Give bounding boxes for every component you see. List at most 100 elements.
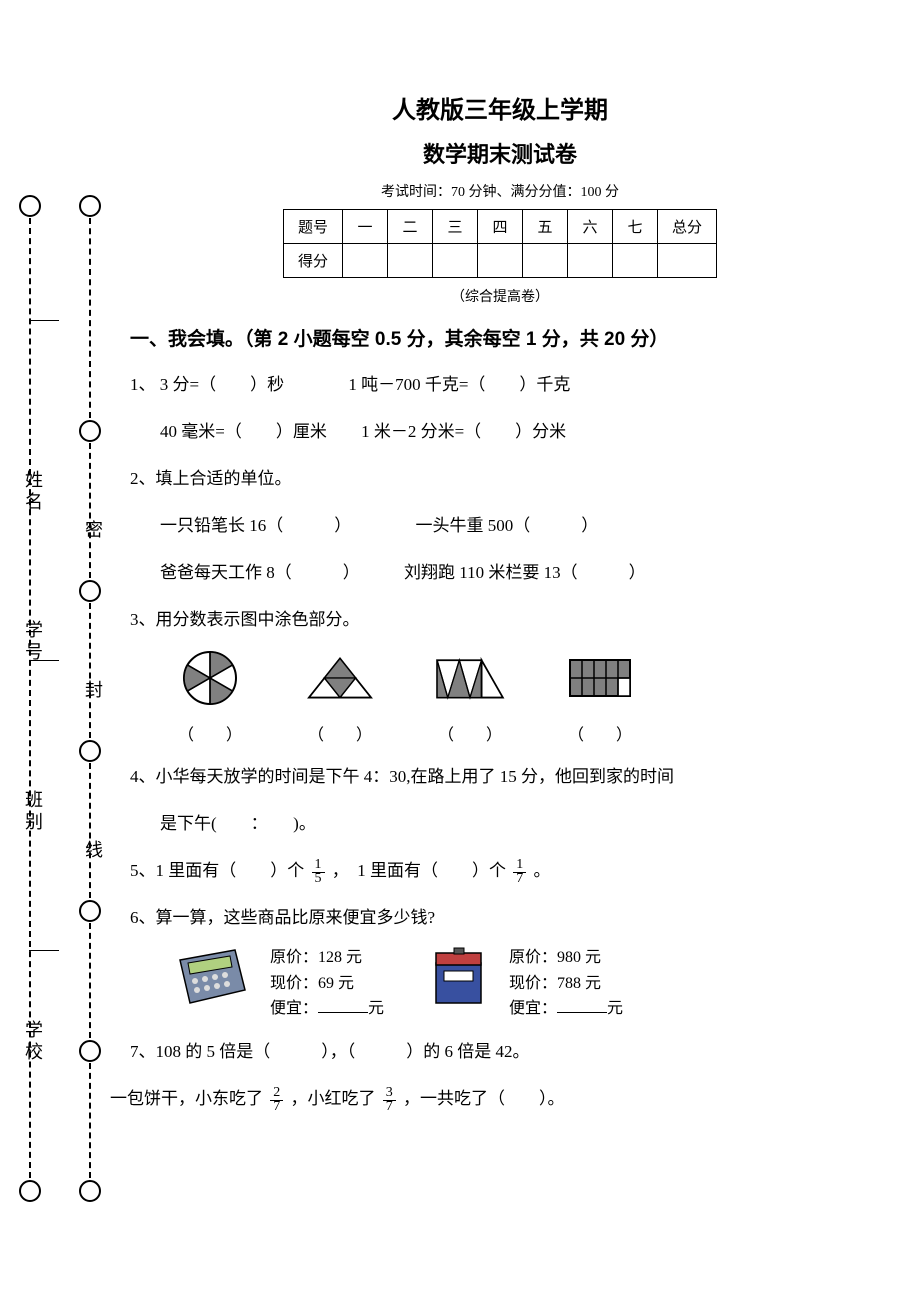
now-price: 现价：788 元 xyxy=(509,971,623,997)
table-cell xyxy=(388,244,433,278)
fraction-2-7: 27 xyxy=(270,1086,283,1114)
goods-box: 原价：980 元 现价：788 元 便宜：元 xyxy=(424,945,623,1022)
exam-info: 考试时间：70 分钟、满分分值：100 分 xyxy=(130,181,870,201)
orig-price: 原价：980 元 xyxy=(509,945,623,971)
shape-triangle: （ ） xyxy=(300,648,380,745)
circle-fraction-icon xyxy=(170,648,250,708)
shape-circle: （ ） xyxy=(170,648,250,745)
q5c: 。 xyxy=(534,861,551,880)
dashed-line xyxy=(89,923,91,1038)
binding-circle xyxy=(79,1180,101,1202)
binding-circle xyxy=(79,420,101,442)
table-cell: 四 xyxy=(478,210,523,244)
table-cell xyxy=(613,244,658,278)
dashed-line xyxy=(89,603,91,738)
goods-info: 原价：128 元 现价：69 元 便宜：元 xyxy=(270,945,384,1022)
score-table: 题号 一 二 三 四 五 六 七 总分 得分 xyxy=(283,209,717,278)
table-cell: 题号 xyxy=(283,210,342,244)
q1-line2: 40 毫米=（ ）厘米 1 米－2 分米=（ ）分米 xyxy=(160,412,870,451)
fraction-3-7: 37 xyxy=(383,1086,396,1114)
q1: 1、 3 分=（ ）秒 1 吨－700 千克=（ ）千克 xyxy=(130,365,870,404)
q2-header: 2、填上合适的单位。 xyxy=(130,459,870,498)
binding-circle xyxy=(19,195,41,217)
label-name: 姓名 xyxy=(20,470,46,514)
shape-label: （ ） xyxy=(300,721,380,745)
binding-circle xyxy=(79,1040,101,1062)
binding-circle xyxy=(79,195,101,217)
table-cell xyxy=(343,244,388,278)
cheap-line: 便宜：元 xyxy=(270,996,384,1022)
table-cell: 七 xyxy=(613,210,658,244)
cheap-line: 便宜：元 xyxy=(509,996,623,1022)
divider xyxy=(29,320,59,321)
table-cell: 二 xyxy=(388,210,433,244)
q2b: 一头牛重 500（ ） xyxy=(416,516,599,535)
q-last-b: ，小红吃了 xyxy=(291,1089,376,1108)
seal-xian: 线 xyxy=(80,840,106,862)
binding-circle xyxy=(79,900,101,922)
q4b: 是下午( ： )。 xyxy=(160,804,870,843)
calculator-icon xyxy=(170,945,255,1010)
shape-rect-tri: （ ） xyxy=(430,648,510,745)
dashed-line xyxy=(89,218,91,418)
fraction-1-5: 15 xyxy=(312,858,325,886)
q1b: 1 吨－700 千克=（ ）千克 xyxy=(348,375,570,394)
fraction-1-7: 17 xyxy=(513,858,526,886)
table-cell: 六 xyxy=(568,210,613,244)
shapes-row: （ ） （ ） （ ） xyxy=(170,648,870,745)
table-row: 得分 xyxy=(283,244,716,278)
section1-header: 一、我会填。（第 2 小题每空 0.5 分，其余每空 1 分，共 20 分） xyxy=(130,324,870,351)
binding-circle xyxy=(79,580,101,602)
now-price: 现价：69 元 xyxy=(270,971,384,997)
table-cell: 总分 xyxy=(658,210,717,244)
label-school: 学校 xyxy=(20,1020,46,1064)
q3-header: 3、用分数表示图中涂色部分。 xyxy=(130,600,870,639)
binding-circle xyxy=(19,1180,41,1202)
title-line1: 人教版三年级上学期 xyxy=(130,90,870,125)
q6-header: 6、算一算，这些商品比原来便宜多少钱? xyxy=(130,898,870,937)
q5b: ， 1 里面有（ ）个 xyxy=(332,861,506,880)
label-class: 班别 xyxy=(20,790,46,834)
table-cell: 五 xyxy=(523,210,568,244)
shape-grid: （ ） xyxy=(560,648,640,745)
table-cell: 三 xyxy=(433,210,478,244)
dashed-line xyxy=(89,443,91,578)
goods-calculator: 原价：128 元 现价：69 元 便宜：元 xyxy=(170,945,384,1022)
dashed-line xyxy=(89,1063,91,1178)
orig-price: 原价：128 元 xyxy=(270,945,384,971)
divider xyxy=(29,950,59,951)
seal-mi: 密 xyxy=(80,520,106,542)
table-cell: 一 xyxy=(343,210,388,244)
q2c: 爸爸每天工作 8（ ） xyxy=(160,563,360,582)
triangle-fraction-icon xyxy=(300,648,380,708)
seal-feng: 封 xyxy=(80,680,106,702)
table-cell: 得分 xyxy=(283,244,342,278)
q1a: 1、 3 分=（ ）秒 xyxy=(130,375,284,394)
q7: 7、108 的 5 倍是（ ），（ ）的 6 倍是 42。 xyxy=(130,1032,870,1071)
box-icon xyxy=(424,945,494,1010)
goods-info: 原价：980 元 现价：788 元 便宜：元 xyxy=(509,945,623,1022)
table-cell xyxy=(568,244,613,278)
paper-type: （综合提高卷） xyxy=(130,286,870,306)
goods-row: 原价：128 元 现价：69 元 便宜：元 原价：980 元 现价：788 元 … xyxy=(170,945,870,1022)
q1c: 40 毫米=（ ）厘米 xyxy=(160,422,327,441)
q5: 5、1 里面有（ ）个 15 ， 1 里面有（ ）个 17 。 xyxy=(130,851,870,890)
q-last: 一包饼干，小东吃了 27 ，小红吃了 37 ，一共吃了（ ）。 xyxy=(110,1079,870,1118)
q4: 4、小华每天放学的时间是下午 4：30,在路上用了 15 分，他回到家的时间 xyxy=(130,757,870,796)
q2d: 刘翔跑 110 米栏要 13（ ） xyxy=(404,563,646,582)
q5a: 5、1 里面有（ ）个 xyxy=(130,861,304,880)
q2a: 一只铅笔长 16（ ） xyxy=(160,516,351,535)
q1d: 1 米－2 分米=（ ）分米 xyxy=(361,422,566,441)
q2-line2: 爸爸每天工作 8（ ） 刘翔跑 110 米栏要 13（ ） xyxy=(160,553,870,592)
label-id: 学号 xyxy=(20,620,46,664)
dashed-line xyxy=(89,763,91,898)
table-row: 题号 一 二 三 四 五 六 七 总分 xyxy=(283,210,716,244)
table-cell xyxy=(478,244,523,278)
q-last-c: ，一共吃了（ ）。 xyxy=(403,1089,565,1108)
rect-triangle-fraction-icon xyxy=(430,648,510,708)
table-cell xyxy=(658,244,717,278)
shape-label: （ ） xyxy=(430,721,510,745)
binding-circle xyxy=(79,740,101,762)
grid-fraction-icon xyxy=(560,648,640,708)
binding-margin: 姓名 学号 班别 学校 密 封 线 xyxy=(0,0,110,1302)
